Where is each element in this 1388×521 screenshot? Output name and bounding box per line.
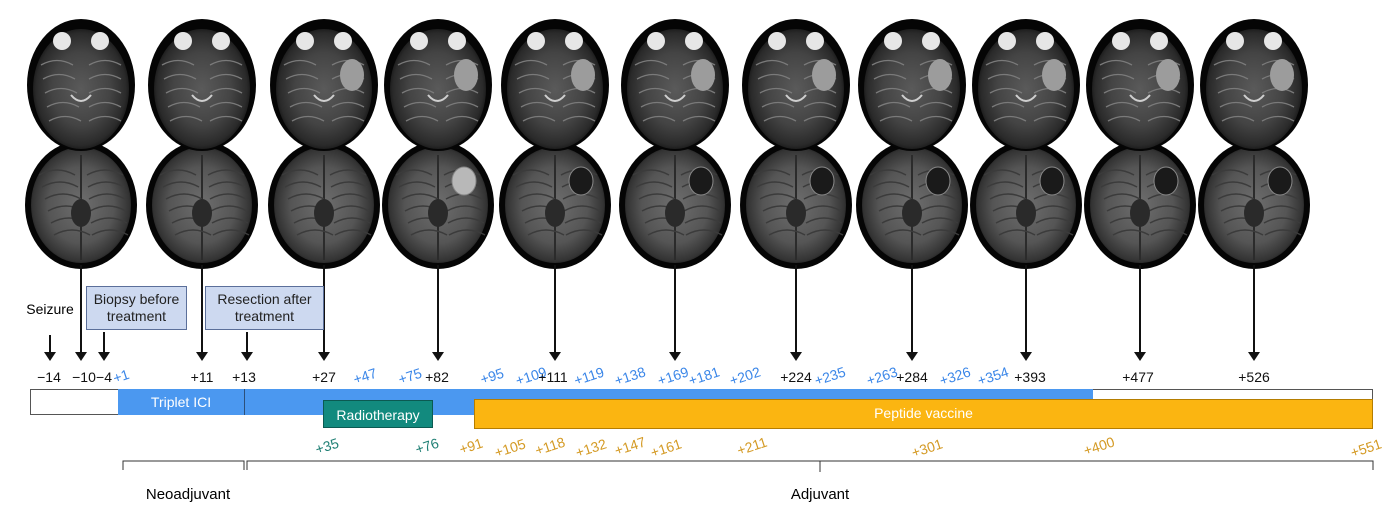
top-day-label: +1: [110, 365, 132, 387]
top-day-label: +202: [727, 363, 763, 389]
top-day-label: +169: [655, 363, 691, 389]
radiotherapy-day-label: +35: [313, 434, 341, 458]
mri-scan-pair: [382, 19, 494, 269]
resection-divider: [244, 389, 245, 415]
top-day-label: +11: [190, 369, 214, 385]
mri-scan-pair: [970, 19, 1082, 269]
neoadjuvant-bracket: [122, 460, 245, 470]
mri-scan-pair: [619, 19, 731, 269]
mri-scan-pair: [146, 19, 258, 269]
resection-text: Resection after treatment: [217, 291, 312, 324]
top-day-label: +138: [612, 363, 648, 389]
top-day-label: +111: [538, 369, 568, 385]
resection-arrow: [241, 332, 253, 361]
resection-box: Resection after treatment: [205, 286, 324, 330]
mri-scan-pair: [499, 19, 611, 269]
vaccine-day-label: +211: [735, 433, 769, 459]
mri-arrow: [669, 265, 681, 361]
mri-arrow: [549, 265, 561, 361]
mri-scan-pair: [740, 19, 852, 269]
neoadjuvant-label: Neoadjuvant: [145, 486, 231, 503]
mri-arrow: [432, 265, 444, 361]
mri-arrow: [196, 265, 208, 361]
mri-scan-pair: [1084, 19, 1196, 269]
top-day-label: +526: [1238, 369, 1270, 385]
top-day-label: +27: [312, 369, 336, 385]
top-day-label: +326: [937, 363, 973, 389]
mri-scan-row: [25, 19, 1310, 269]
radiotherapy-day-label: +76: [413, 434, 441, 458]
top-day-label: +181: [686, 363, 722, 389]
top-day-label: +263: [864, 363, 900, 389]
top-day-label: +284: [896, 369, 928, 385]
top-day-label: −10: [72, 369, 96, 385]
top-day-label: +95: [478, 364, 506, 388]
top-day-label: +477: [1122, 369, 1154, 385]
vaccine-day-label: +161: [648, 435, 684, 461]
adjuvant-label: Adjuvant: [790, 486, 850, 503]
ici-bar-label: Triplet ICI: [150, 394, 212, 410]
top-day-label: +224: [780, 369, 812, 385]
vaccine-bar: Peptide vaccine: [474, 399, 1373, 429]
radiotherapy-bar: Radiotherapy: [323, 400, 433, 428]
mri-arrow: [1134, 265, 1146, 361]
top-day-label: +13: [232, 369, 256, 385]
mri-arrow: [75, 265, 87, 361]
vaccine-day-label: +91: [457, 434, 485, 458]
mri-scan-pair: [856, 19, 968, 269]
mri-arrow: [318, 265, 330, 361]
vaccine-day-label: +132: [573, 435, 609, 461]
top-day-label: −14: [37, 369, 61, 385]
vaccine-day-label: +400: [1081, 433, 1117, 459]
vaccine-day-label: +301: [909, 435, 945, 461]
seizure-label: Seizure: [26, 301, 74, 317]
top-day-label: +82: [425, 369, 449, 385]
vaccine-day-label: +147: [612, 433, 648, 459]
top-day-label: +75: [396, 364, 424, 388]
biopsy-box: Biopsy before treatment: [86, 286, 187, 330]
top-day-label: +235: [812, 363, 848, 389]
mri-scan-pair: [1198, 19, 1310, 269]
top-day-label: +47: [351, 364, 379, 388]
mri-arrow: [906, 265, 918, 361]
vaccine-day-label: +118: [533, 433, 567, 459]
mri-arrow: [790, 265, 802, 361]
biopsy-arrow: [98, 332, 110, 361]
top-day-label: −4: [96, 369, 112, 385]
top-day-label: +354: [975, 363, 1011, 389]
biopsy-text: Biopsy before treatment: [93, 291, 180, 324]
mri-arrow: [1020, 265, 1032, 361]
top-day-label: +393: [1014, 369, 1046, 385]
mri-arrow: [1248, 265, 1260, 361]
seizure-arrow: [44, 335, 56, 361]
mri-scan-pair: [268, 19, 380, 269]
adjuvant-bracket: [246, 460, 1374, 470]
top-day-label: +119: [572, 363, 606, 389]
vaccine-day-label: +551: [1348, 435, 1384, 461]
mri-scan-pair: [25, 19, 137, 269]
vaccine-day-label: +105: [492, 435, 528, 461]
